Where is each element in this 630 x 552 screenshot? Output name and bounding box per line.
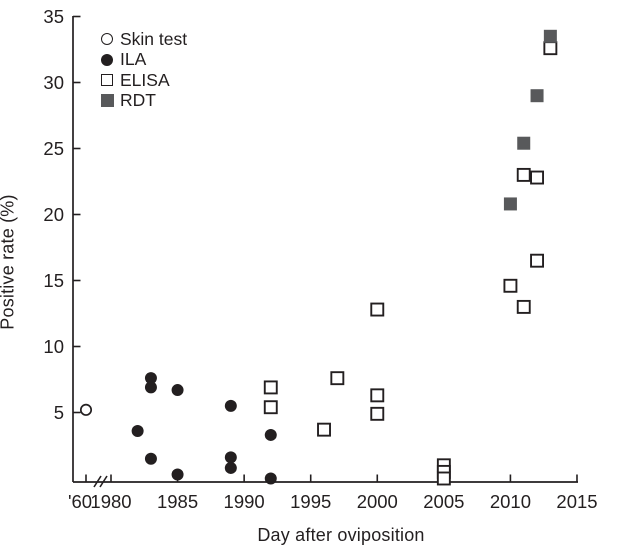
point-elisa [370,388,385,403]
axis-break-mark [93,475,102,488]
point-elisa [543,41,558,56]
y-tick-label: 10 [43,336,64,357]
point-ila [144,381,157,394]
point-ila [224,451,237,464]
y-tick-label: 15 [43,270,64,291]
point-elisa [370,302,385,317]
x-tick-label: 2000 [357,491,398,512]
x-tick-label: 2015 [556,491,597,512]
point-ila [224,399,237,412]
point-ila [171,468,184,481]
y-axis-title: Positive rate (%) [0,194,18,330]
y-tick-label: 5 [54,402,64,423]
point-ila [264,472,277,485]
point-elisa [516,299,531,314]
point-ila [264,428,277,441]
y-tick-label: 30 [43,72,64,93]
point-elisa [263,400,278,415]
point-elisa [317,422,331,437]
point-skin-test [79,403,93,416]
y-tick-label: 20 [43,204,64,225]
legend-circle-open-icon [95,33,119,46]
square-open-icon [101,74,113,87]
x-tick-label: 2010 [490,491,531,512]
point-elisa [516,167,531,182]
legend-item: RDT [95,90,187,112]
legend-item: ELISA [95,70,187,91]
point-ila [131,424,144,437]
y-tick-label: 35 [43,6,64,27]
point-ila [224,461,237,474]
y-tick-label: 25 [43,138,64,159]
legend-item: ILA [95,49,187,71]
circle-filled-icon [101,53,113,66]
circle-open-icon [101,33,113,46]
point-rdt [530,89,544,103]
x-axis-title: Day after oviposition [257,525,425,545]
x-tick-label: 1980 [90,491,131,512]
point-elisa [503,278,518,293]
x-tick-label: 2005 [423,491,464,512]
legend-label: RDT [120,90,156,111]
point-rdt [503,197,517,211]
x-tick-label: 1985 [157,491,198,512]
point-ila [144,372,157,385]
square-filled-icon [100,94,114,108]
point-ila [144,452,157,465]
legend-square-open-icon [95,74,119,87]
legend-circle-filled-icon [95,53,119,66]
point-rdt [517,136,531,150]
point-elisa [530,170,544,185]
legend: Skin test ILA ELISA RDT [95,29,187,111]
legend-label: ILA [120,49,147,70]
point-elisa [263,380,278,395]
legend-label: Skin test [120,28,188,49]
point-elisa [370,406,385,421]
axis-break-mark [99,475,108,488]
legend-square-filled-icon [95,94,119,108]
x-tick-label: 1995 [290,491,331,512]
x-tick-label: 1990 [224,491,265,512]
point-elisa [330,371,345,386]
point-elisa [436,471,451,486]
point-rdt [543,29,557,43]
x-tick-label-60: '60 [68,491,92,512]
legend-item: Skin test [95,29,187,50]
legend-label: ELISA [120,69,170,90]
point-elisa [530,253,544,268]
point-ila [171,384,184,397]
